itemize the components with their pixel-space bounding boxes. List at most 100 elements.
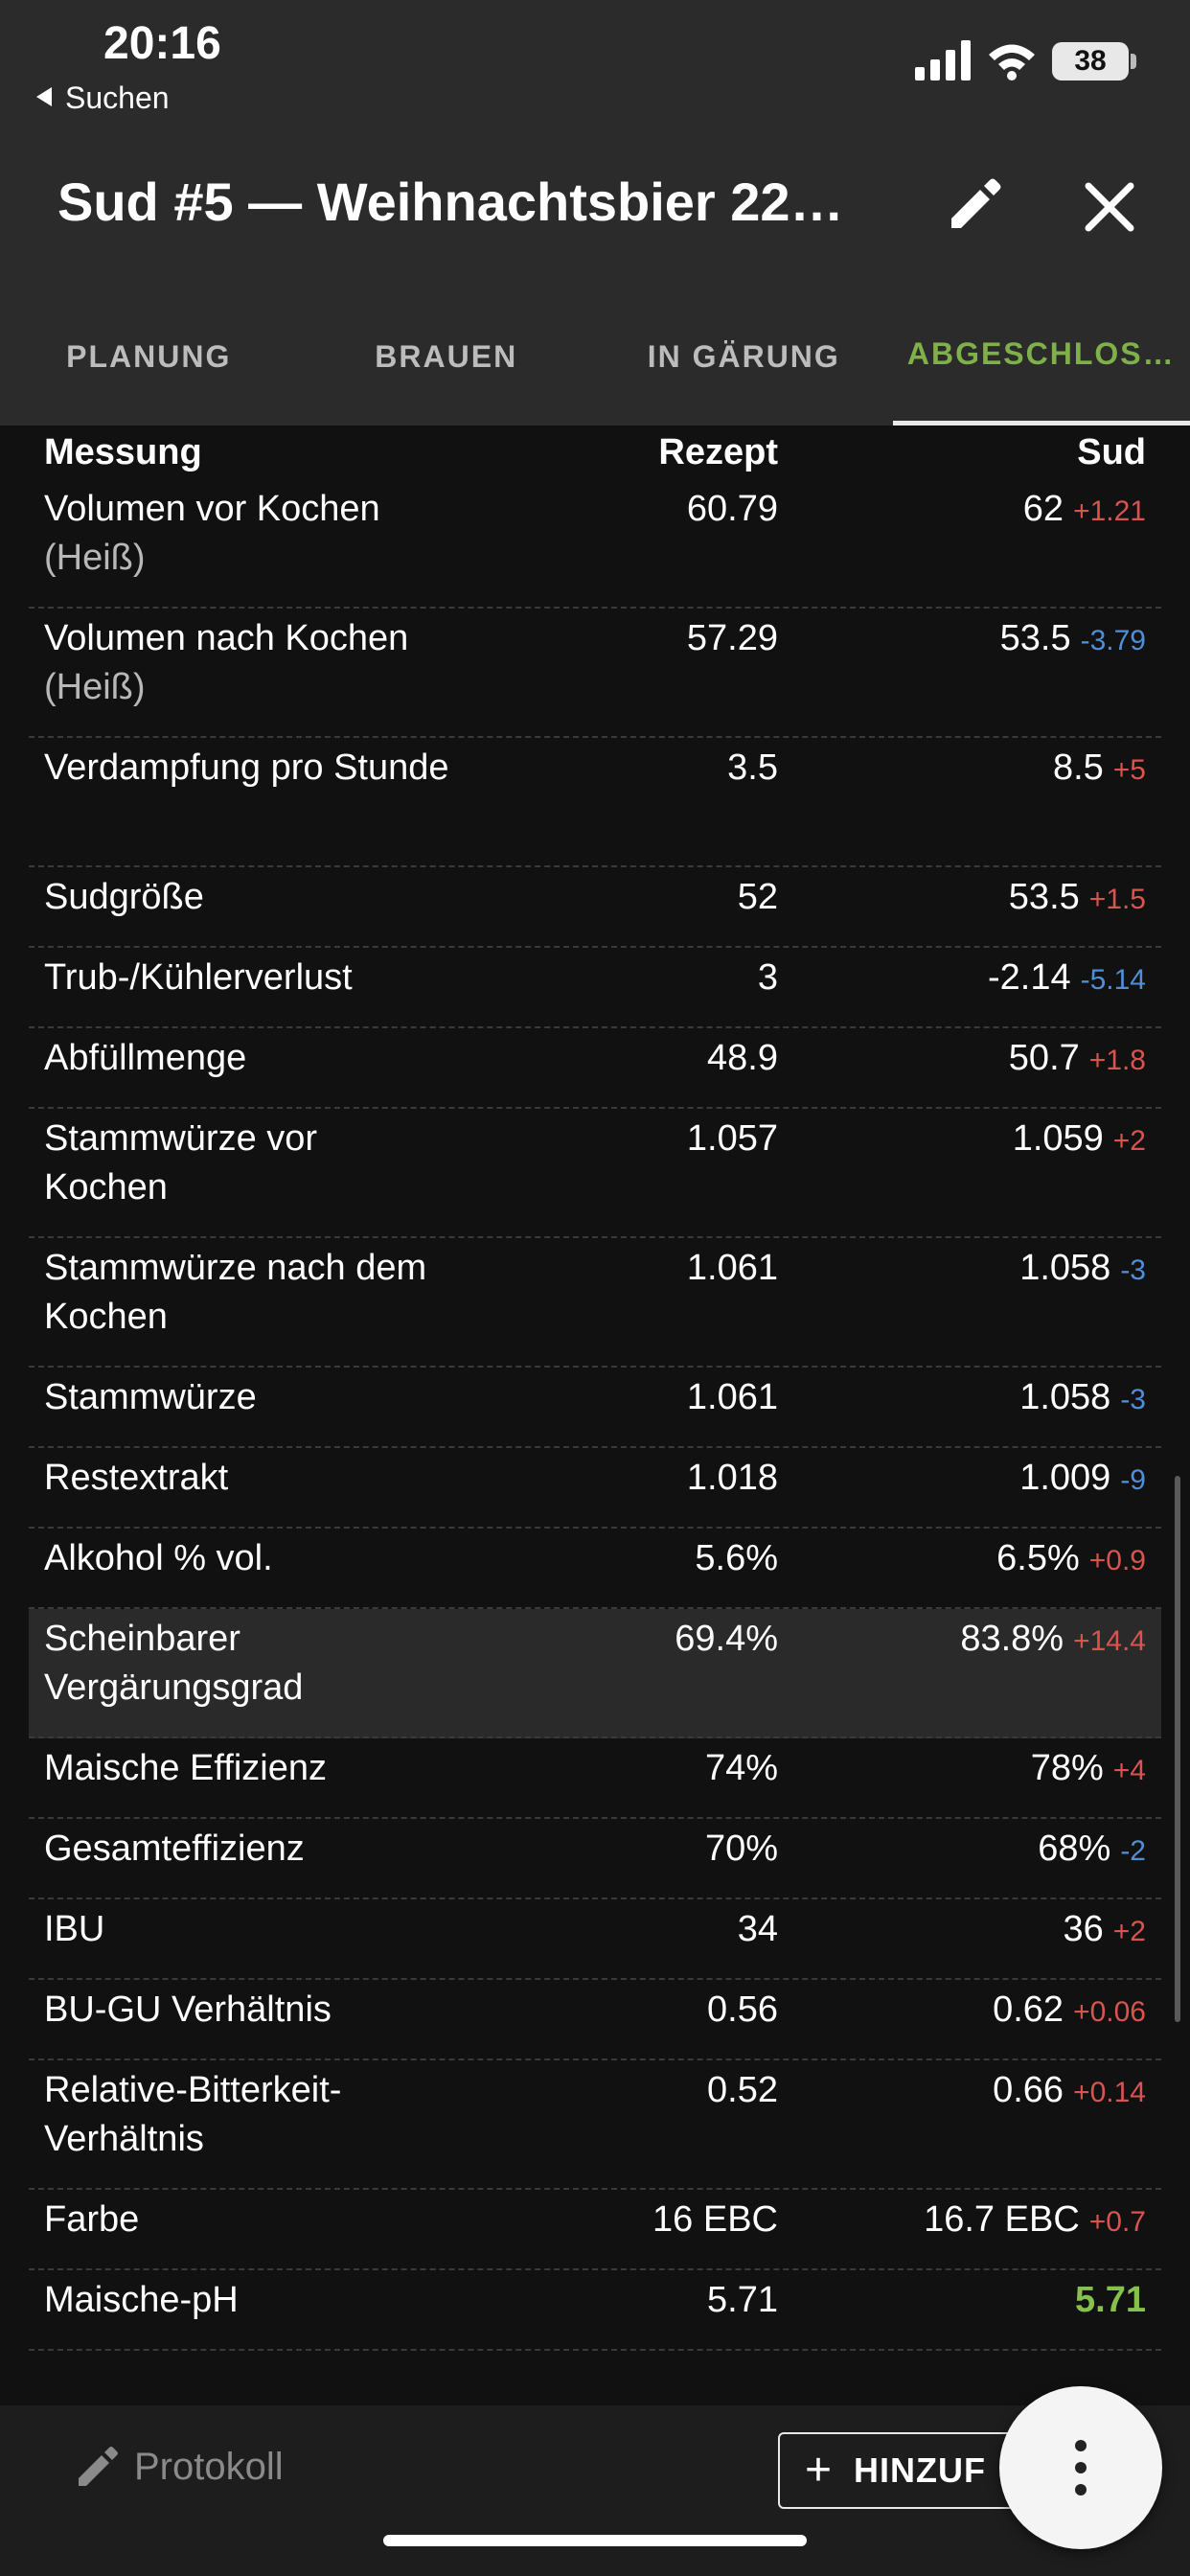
tab-planung[interactable]: PLANUNG <box>66 338 232 374</box>
battery-icon: 38 <box>1052 42 1129 80</box>
table-row[interactable]: Restextrakt 1.018 1.009 -9 <box>29 1448 1161 1529</box>
row-delta: +2 <box>1112 1125 1146 1157</box>
row-label: IBU <box>44 1909 105 1949</box>
table-row[interactable]: Maische Effizienz 74% 78% +4 <box>29 1738 1161 1819</box>
more-options-button[interactable] <box>999 2386 1162 2549</box>
row-delta: +0.7 <box>1088 2206 1146 2238</box>
back-label: Suchen <box>65 80 170 115</box>
protokoll-button[interactable]: Protokoll <box>75 2444 284 2490</box>
row-label: Relative-Bitterkeit-Verhältnis <box>44 2070 342 2159</box>
row-recipe-value: 48.9 <box>707 1038 778 1078</box>
row-batch-value: 0.66 +0.14 <box>993 2070 1146 2110</box>
table-row[interactable]: Abfüllmenge 48.9 50.7 +1.8 <box>29 1028 1161 1109</box>
table-row[interactable]: Gesamteffizienz 70% 68% -2 <box>29 1819 1161 1899</box>
row-batch-value: 1.058 -3 <box>1019 1377 1146 1417</box>
edit-pencil-icon[interactable] <box>944 174 1005 236</box>
row-label: Alkohol % vol. <box>44 1538 273 1578</box>
row-batch-value: 50.7 +1.8 <box>1008 1038 1146 1078</box>
row-recipe-value: 34 <box>737 1909 778 1949</box>
row-label: Farbe <box>44 2199 140 2240</box>
back-arrow-icon <box>36 87 52 106</box>
table-header: Messung Rezept Sud <box>29 426 1161 479</box>
row-label: Stammwürze <box>44 1377 257 1417</box>
row-batch-value: 68% -2 <box>1038 1828 1146 1869</box>
tab-bar: PLANUNG BRAUEN IN GÄRUNG ABGESCHLOS… <box>0 288 1190 426</box>
row-batch-value: -2.14 -5.14 <box>987 957 1146 998</box>
table-row[interactable]: Stammwürze 1.061 1.058 -3 <box>29 1368 1161 1448</box>
row-recipe-value: 70% <box>704 1828 778 1869</box>
row-label: Sudgröße <box>44 877 204 917</box>
table-row[interactable]: Sudgröße 52 53.5 +1.5 <box>29 867 1161 948</box>
row-label: Stammwürze vor Kochen <box>44 1118 318 1208</box>
row-batch-value: 16.7 EBC +0.7 <box>924 2199 1146 2240</box>
table-row[interactable]: BU-GU Verhältnis 0.56 0.62 +0.06 <box>29 1980 1161 2060</box>
row-delta: +0.14 <box>1073 2077 1146 2108</box>
row-batch-value: 6.5% +0.9 <box>996 1538 1146 1578</box>
row-delta: +1.5 <box>1088 884 1146 915</box>
row-recipe-value: 1.061 <box>686 1248 778 1288</box>
table-row[interactable]: IBU 34 36 +2 <box>29 1899 1161 1980</box>
table-row[interactable]: Alkohol % vol. 5.6% 6.5% +0.9 <box>29 1529 1161 1609</box>
row-recipe-value: 57.29 <box>686 618 778 658</box>
row-unit: (Heiß) <box>44 667 146 707</box>
table-row[interactable]: Volumen vor Kochen (Heiß) 60.79 62 +1.21 <box>29 479 1161 609</box>
add-button[interactable]: + HINZUF <box>778 2432 1104 2509</box>
row-delta: +1.21 <box>1073 495 1146 527</box>
row-label: Gesamteffizienz <box>44 1828 305 1869</box>
row-recipe-value: 69.4% <box>675 1619 778 1659</box>
status-time: 20:16 <box>103 18 221 69</box>
more-vert-icon <box>1075 2440 1087 2451</box>
row-recipe-value: 1.061 <box>686 1377 778 1417</box>
row-delta: +2 <box>1112 1916 1146 1947</box>
row-batch-value: 62 +1.21 <box>1022 489 1146 529</box>
table-row[interactable]: Verdampfung pro Stunde 3.5 8.5 +5 <box>29 738 1161 867</box>
row-delta: +4 <box>1112 1755 1146 1786</box>
row-batch-value: 36 +2 <box>1063 1909 1147 1949</box>
home-indicator[interactable] <box>383 2535 807 2546</box>
row-recipe-value: 5.71 <box>707 2280 778 2320</box>
table-row[interactable]: Stammwürze vor Kochen 1.057 1.059 +2 <box>29 1109 1161 1238</box>
table-row[interactable]: Maische-pH 5.71 5.71 <box>29 2270 1161 2351</box>
tab-in-gaerung[interactable]: IN GÄRUNG <box>647 338 840 374</box>
close-icon[interactable] <box>1081 178 1138 236</box>
row-recipe-value: 0.52 <box>707 2070 778 2110</box>
row-batch-value: 1.058 -3 <box>1019 1248 1146 1288</box>
row-delta: -3.79 <box>1080 625 1146 656</box>
row-delta: +1.8 <box>1088 1045 1146 1076</box>
header-measure: Messung <box>44 431 202 472</box>
row-delta: +5 <box>1112 754 1146 786</box>
row-label: Abfüllmenge <box>44 1038 247 1078</box>
scrollbar[interactable] <box>1175 1476 1180 2022</box>
row-delta: +0.9 <box>1088 1545 1146 1576</box>
row-batch-value: 78% +4 <box>1030 1748 1146 1788</box>
row-batch-value: 0.62 +0.06 <box>993 1990 1146 2030</box>
table-row-highlighted[interactable]: Scheinbarer Vergärungsgrad 69.4% 83.8% +1… <box>29 1609 1161 1738</box>
row-label: Scheinbarer Vergärungsgrad <box>44 1619 304 1708</box>
row-unit: (Heiß) <box>44 538 146 578</box>
row-label: Maische-pH <box>44 2280 239 2320</box>
page-title: Sud #5 — Weihnachtsbier 22… <box>57 172 844 232</box>
row-delta: -9 <box>1120 1464 1146 1496</box>
row-recipe-value: 16 EBC <box>652 2199 778 2240</box>
tab-abgeschlossen[interactable]: ABGESCHLOS… <box>892 288 1190 426</box>
table-row[interactable]: Trub-/Kühlerverlust 3 -2.14 -5.14 <box>29 948 1161 1028</box>
row-recipe-value: 52 <box>737 877 778 917</box>
table-row[interactable]: Relative-Bitterkeit-Verhältnis 0.52 0.66… <box>29 2060 1161 2190</box>
wifi-icon <box>989 44 1035 80</box>
tab-brauen[interactable]: BRAUEN <box>375 338 518 374</box>
more-vert-icon <box>1075 2484 1087 2496</box>
table-row[interactable]: Volumen nach Kochen (Heiß) 57.29 53.5 -3.… <box>29 609 1161 738</box>
table-row[interactable]: Stammwürze nach dem Kochen 1.061 1.058 -3 <box>29 1238 1161 1368</box>
row-delta: +0.06 <box>1073 1996 1146 2028</box>
plus-icon: + <box>805 2445 834 2496</box>
row-recipe-value: 3 <box>757 957 778 998</box>
back-to-search-link[interactable]: Suchen <box>36 80 170 116</box>
table-row[interactable]: Farbe 16 EBC 16.7 EBC +0.7 <box>29 2190 1161 2270</box>
header-recipe: Rezept <box>658 431 778 472</box>
row-batch-value: 83.8% +14.4 <box>960 1619 1146 1659</box>
header-batch: Sud <box>1077 431 1146 472</box>
row-label: Volumen nach Kochen (Heiß) <box>44 618 409 707</box>
row-label: Stammwürze nach dem Kochen <box>44 1248 427 1337</box>
row-label: Maische Effizienz <box>44 1748 327 1788</box>
row-recipe-value: 1.057 <box>686 1118 778 1159</box>
